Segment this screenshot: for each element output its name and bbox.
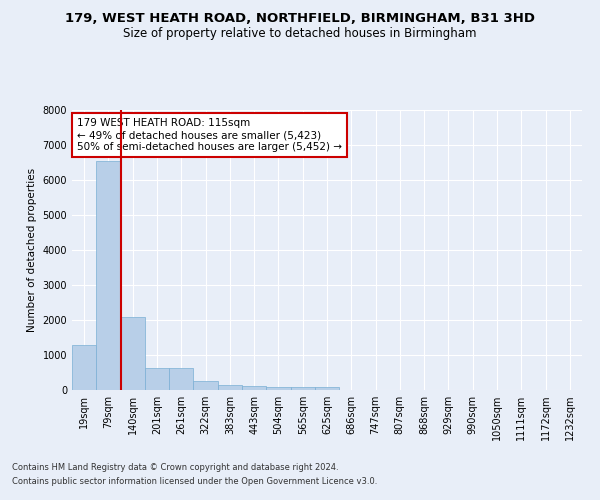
Bar xyxy=(145,368,169,390)
Text: 179, WEST HEATH ROAD, NORTHFIELD, BIRMINGHAM, B31 3HD: 179, WEST HEATH ROAD, NORTHFIELD, BIRMIN… xyxy=(65,12,535,26)
Bar xyxy=(72,344,96,390)
Bar xyxy=(242,386,266,390)
Bar xyxy=(169,368,193,390)
Text: 179 WEST HEATH ROAD: 115sqm
← 49% of detached houses are smaller (5,423)
50% of : 179 WEST HEATH ROAD: 115sqm ← 49% of det… xyxy=(77,118,342,152)
Bar xyxy=(290,387,315,390)
Text: Contains HM Land Registry data © Crown copyright and database right 2024.: Contains HM Land Registry data © Crown c… xyxy=(12,464,338,472)
Text: Contains public sector information licensed under the Open Government Licence v3: Contains public sector information licen… xyxy=(12,477,377,486)
Text: Size of property relative to detached houses in Birmingham: Size of property relative to detached ho… xyxy=(123,28,477,40)
Bar xyxy=(315,387,339,390)
Bar xyxy=(193,381,218,390)
Y-axis label: Number of detached properties: Number of detached properties xyxy=(27,168,37,332)
Bar xyxy=(96,161,121,390)
Bar xyxy=(121,317,145,390)
Bar xyxy=(266,387,290,390)
Bar xyxy=(218,386,242,390)
